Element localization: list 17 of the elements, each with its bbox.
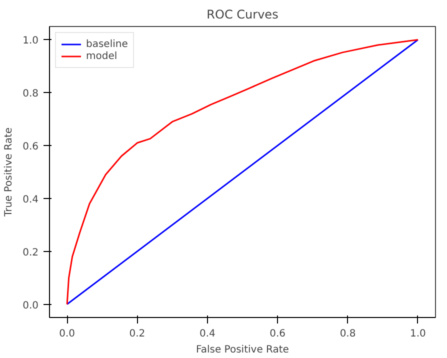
chart-title: ROC Curves xyxy=(206,8,278,22)
y-tick-label: 0.8 xyxy=(22,88,39,100)
x-tick-label: 0.8 xyxy=(340,328,356,340)
y-axis-title: True Positive Rate xyxy=(4,127,15,218)
y-tick-label: 1.0 xyxy=(22,36,39,47)
y-tick-label: 0.6 xyxy=(22,142,39,153)
legend-label: baseline xyxy=(86,38,128,50)
x-tick-label: 0.4 xyxy=(199,328,216,340)
y-tick-label: 0.0 xyxy=(22,300,39,312)
x-tick-label: 0.2 xyxy=(129,328,146,340)
x-axis-title: False Positive Rate xyxy=(196,344,289,356)
legend-label: model xyxy=(86,50,118,62)
x-tick-label: 1.0 xyxy=(410,328,426,340)
x-tick-label: 0.6 xyxy=(270,328,286,340)
y-tick-label: 0.2 xyxy=(22,247,39,258)
x-tick-label: 0.0 xyxy=(59,328,75,340)
y-tick-label: 0.4 xyxy=(22,194,39,206)
